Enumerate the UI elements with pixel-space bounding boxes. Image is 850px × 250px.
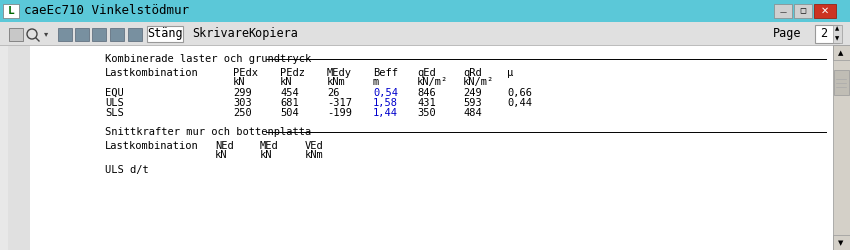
FancyBboxPatch shape	[9, 28, 23, 41]
Text: qEd: qEd	[417, 68, 436, 78]
FancyBboxPatch shape	[774, 4, 792, 18]
FancyBboxPatch shape	[110, 28, 124, 41]
Text: kN/m²: kN/m²	[417, 77, 448, 87]
Text: 303: 303	[233, 98, 252, 108]
Text: NEd: NEd	[215, 141, 234, 151]
Text: ◻: ◻	[800, 6, 807, 16]
Text: qRd: qRd	[463, 68, 482, 78]
FancyBboxPatch shape	[833, 45, 850, 250]
Text: 26: 26	[327, 88, 339, 98]
Text: kN: kN	[260, 150, 273, 160]
Text: MEd: MEd	[260, 141, 279, 151]
Text: μ: μ	[507, 68, 513, 78]
Text: PEdz: PEdz	[280, 68, 305, 78]
FancyBboxPatch shape	[58, 28, 72, 41]
Text: 250: 250	[233, 108, 252, 118]
Text: ULS: ULS	[105, 98, 124, 108]
Text: ▼: ▼	[838, 240, 844, 246]
FancyBboxPatch shape	[815, 25, 839, 43]
FancyBboxPatch shape	[814, 4, 836, 18]
Text: kN: kN	[215, 150, 228, 160]
FancyBboxPatch shape	[3, 4, 19, 18]
Text: Skrivare: Skrivare	[192, 27, 249, 40]
FancyBboxPatch shape	[75, 28, 89, 41]
Text: Lastkombination: Lastkombination	[105, 68, 199, 78]
Text: ▾: ▾	[44, 30, 48, 38]
Text: Page: Page	[773, 27, 802, 40]
Text: —: —	[779, 9, 786, 15]
Text: 249: 249	[463, 88, 482, 98]
Text: 0,66: 0,66	[507, 88, 532, 98]
Text: 350: 350	[417, 108, 436, 118]
FancyBboxPatch shape	[0, 22, 850, 45]
Text: m: m	[373, 77, 379, 87]
Text: PEdx: PEdx	[233, 68, 258, 78]
Text: L: L	[8, 6, 14, 16]
Text: 1,44: 1,44	[373, 108, 398, 118]
FancyBboxPatch shape	[833, 25, 842, 43]
FancyBboxPatch shape	[92, 28, 106, 41]
Text: 504: 504	[280, 108, 298, 118]
Text: Kopiera: Kopiera	[248, 27, 298, 40]
Text: 431: 431	[417, 98, 436, 108]
Text: kN/m²: kN/m²	[463, 77, 494, 87]
Text: ULS d/t: ULS d/t	[105, 165, 149, 175]
FancyBboxPatch shape	[833, 235, 850, 250]
Text: EQU: EQU	[105, 88, 124, 98]
Text: 2: 2	[820, 27, 827, 40]
Text: Snittkrafter mur och bottenplatta: Snittkrafter mur och bottenplatta	[105, 127, 311, 137]
Text: ▲: ▲	[835, 26, 839, 32]
Text: Kombinerade laster och grundtryck: Kombinerade laster och grundtryck	[105, 54, 311, 64]
Text: kNm: kNm	[305, 150, 324, 160]
Text: 1,58: 1,58	[373, 98, 398, 108]
Text: SLS: SLS	[105, 108, 124, 118]
FancyBboxPatch shape	[128, 28, 142, 41]
Text: 593: 593	[463, 98, 482, 108]
Text: ✕: ✕	[821, 6, 829, 16]
Text: 454: 454	[280, 88, 298, 98]
Text: kNm: kNm	[327, 77, 346, 87]
Text: 0,54: 0,54	[373, 88, 398, 98]
Text: -199: -199	[327, 108, 352, 118]
FancyBboxPatch shape	[8, 45, 30, 250]
Text: 484: 484	[463, 108, 482, 118]
FancyBboxPatch shape	[794, 4, 812, 18]
Text: -317: -317	[327, 98, 352, 108]
Text: Lastkombination: Lastkombination	[105, 141, 199, 151]
Text: kN: kN	[280, 77, 292, 87]
Text: Stäng: Stäng	[147, 27, 183, 40]
FancyBboxPatch shape	[147, 26, 183, 42]
FancyBboxPatch shape	[8, 45, 833, 250]
FancyBboxPatch shape	[834, 70, 849, 95]
Text: VEd: VEd	[305, 141, 324, 151]
Text: ▲: ▲	[838, 50, 844, 56]
Text: 299: 299	[233, 88, 252, 98]
Text: MEdy: MEdy	[327, 68, 352, 78]
Text: kN: kN	[233, 77, 246, 87]
Text: caeEc710 Vinkelstödmur: caeEc710 Vinkelstödmur	[24, 4, 189, 18]
FancyBboxPatch shape	[0, 0, 850, 22]
Text: Beff: Beff	[373, 68, 398, 78]
FancyBboxPatch shape	[833, 45, 850, 60]
Text: 846: 846	[417, 88, 436, 98]
Text: 681: 681	[280, 98, 298, 108]
Text: ▼: ▼	[835, 36, 839, 42]
Text: 0,44: 0,44	[507, 98, 532, 108]
